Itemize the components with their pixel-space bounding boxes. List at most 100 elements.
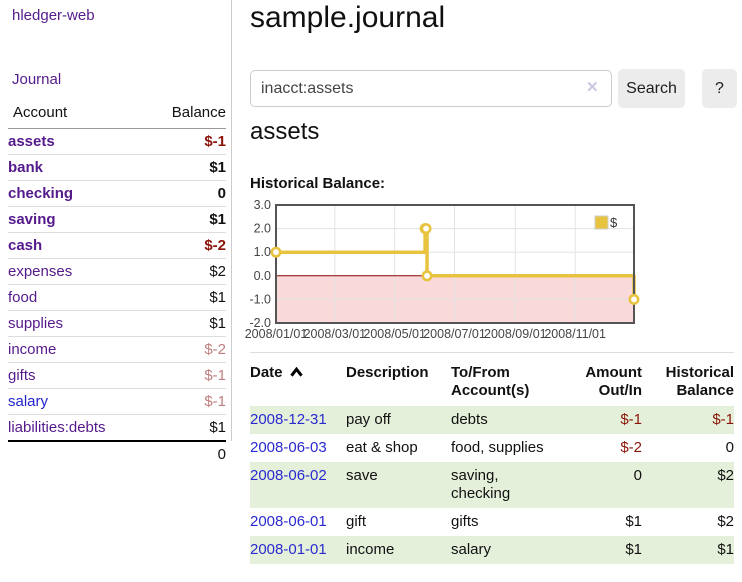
account-link-supplies[interactable]: supplies xyxy=(8,315,64,332)
transaction-accounts: salary xyxy=(451,541,492,558)
register-row: 2008-12-31 pay off debts $-1 $-1 xyxy=(250,406,734,434)
transaction-balance: $2 xyxy=(717,513,734,530)
account-row: bank $1 xyxy=(8,154,226,181)
account-balance: $1 xyxy=(148,284,226,311)
account-balance: $2 xyxy=(148,258,226,285)
transaction-balance: $2 xyxy=(717,467,734,484)
account-row: supplies $1 xyxy=(8,310,226,337)
transaction-accounts: debts xyxy=(451,411,488,428)
account-link-income[interactable]: income xyxy=(8,341,57,358)
svg-text:2008/11/01: 2008/11/01 xyxy=(544,327,606,341)
account-balance: $1 xyxy=(148,206,226,233)
chart-title: Historical Balance: xyxy=(250,175,386,192)
transaction-description: save xyxy=(346,467,378,484)
accounts-total-row: 0 xyxy=(8,440,226,467)
app-brand-link[interactable]: hledger-web xyxy=(12,7,95,24)
transaction-description: gift xyxy=(346,513,367,530)
svg-text:2.0: 2.0 xyxy=(254,222,271,236)
account-link-liabilities-debts[interactable]: liabilities:debts xyxy=(8,419,106,436)
col-header-accounts: To/From Account(s) xyxy=(451,364,530,399)
help-button[interactable]: ? xyxy=(702,69,737,108)
register-row: 2008-06-03 eat & shop food, supplies $-2… xyxy=(250,434,734,462)
account-heading: assets xyxy=(250,118,320,145)
account-link-checking[interactable]: checking xyxy=(8,185,74,202)
col-header-amount: Amount Out/In xyxy=(585,364,642,399)
account-balance: $-2 xyxy=(148,232,226,259)
sort-ascending-icon xyxy=(289,366,303,377)
transaction-date-link[interactable]: 2008-01-01 xyxy=(250,541,327,558)
register-header-row: Date Description To/From Account(s) Amou… xyxy=(250,353,734,407)
svg-text:0.0: 0.0 xyxy=(254,269,271,283)
account-balance: $1 xyxy=(148,414,226,442)
account-link-food[interactable]: food xyxy=(8,289,38,306)
transaction-date-link[interactable]: 2008-06-01 xyxy=(250,513,327,530)
svg-text:$: $ xyxy=(610,215,618,230)
account-row: cash $-2 xyxy=(8,232,226,259)
account-row: checking 0 xyxy=(8,180,226,207)
main-content: sample.journal ✕ Search ? assets Histori… xyxy=(245,0,742,582)
account-link-salary[interactable]: salary xyxy=(8,393,49,410)
svg-text:-1.0: -1.0 xyxy=(249,292,271,306)
accounts-balance-table: Account Balance assets $-1 bank $1 checkin… xyxy=(8,101,226,467)
account-link-cash[interactable]: cash xyxy=(8,237,43,254)
account-row: expenses $2 xyxy=(8,258,226,285)
account-link-gifts[interactable]: gifts xyxy=(8,367,36,384)
register-row: 2008-06-01 gift gifts $1 $2 xyxy=(250,508,734,536)
transaction-balance: $-1 xyxy=(712,411,734,428)
search-form: ✕ Search ? xyxy=(250,69,742,109)
account-link-bank[interactable]: bank xyxy=(8,159,44,176)
account-row: liabilities:debts $1 xyxy=(8,414,226,442)
transaction-date-link[interactable]: 2008-12-31 xyxy=(250,411,327,428)
account-balance: 0 xyxy=(148,180,226,207)
account-balance: $-2 xyxy=(148,336,226,363)
svg-text:2008/09/01: 2008/09/01 xyxy=(484,327,547,341)
register-row: 2008-01-01 income salary $1 $1 xyxy=(250,536,734,564)
account-balance: $-1 xyxy=(148,362,226,389)
account-row: assets $-1 xyxy=(8,128,226,155)
account-link-expenses[interactable]: expenses xyxy=(8,263,73,280)
account-row: saving $1 xyxy=(8,206,226,233)
transaction-accounts: food, supplies xyxy=(451,439,544,456)
transaction-balance: 0 xyxy=(725,439,734,456)
account-link-saving[interactable]: saving xyxy=(8,211,56,228)
search-button[interactable]: Search xyxy=(618,69,685,108)
sidebar: hledger-web Journal Account Balance asse… xyxy=(0,0,232,467)
transaction-description: pay off xyxy=(346,411,391,428)
balance-col-header: Balance xyxy=(148,101,226,129)
transaction-amount: $1 xyxy=(625,541,642,558)
transaction-description: eat & shop xyxy=(346,439,418,456)
transaction-date-link[interactable]: 2008-06-02 xyxy=(250,467,327,484)
svg-text:-2.0: -2.0 xyxy=(249,316,271,330)
historical-balance-chart: 3.0 2.0 1.0 0.0 -1.0 -2.0 2008/01/01 2008/03/01… xyxy=(240,198,650,350)
account-balance: $1 xyxy=(148,154,226,181)
col-header-balance: Historical Balance xyxy=(665,364,734,399)
col-header-description: Description xyxy=(346,364,429,381)
page-title: sample.journal xyxy=(250,1,446,34)
account-balance: $-1 xyxy=(148,388,226,415)
account-row: salary $-1 xyxy=(8,388,226,415)
balance-chart-svg: 3.0 2.0 1.0 0.0 -1.0 -2.02008/01/012008/03/01… xyxy=(245,198,640,341)
account-row: gifts $-1 xyxy=(8,362,226,389)
svg-text:2008/03/01: 2008/03/01 xyxy=(304,327,367,341)
transaction-amount: $-2 xyxy=(620,439,642,456)
transaction-description: income xyxy=(346,541,395,558)
col-header-date[interactable]: Date xyxy=(250,353,346,407)
account-link-assets[interactable]: assets xyxy=(8,133,55,150)
clear-search-icon[interactable]: ✕ xyxy=(586,79,599,96)
register-row: 2008-06-02 save saving, checking 0 $2 xyxy=(250,462,734,508)
search-input[interactable] xyxy=(250,70,612,107)
transaction-balance: $1 xyxy=(717,541,734,558)
account-row: income $-2 xyxy=(8,336,226,363)
transaction-amount: $-1 xyxy=(620,411,642,428)
transaction-date-link[interactable]: 2008-06-03 xyxy=(250,439,327,456)
svg-text:2008/05/01: 2008/05/01 xyxy=(363,327,426,341)
accounts-total-value: 0 xyxy=(8,440,226,467)
register-table: Date Description To/From Account(s) Amou… xyxy=(250,352,734,564)
transaction-amount: $1 xyxy=(625,513,642,530)
transaction-accounts: gifts xyxy=(451,513,479,530)
sidebar-item-journal[interactable]: Journal xyxy=(12,71,62,88)
transaction-amount: 0 xyxy=(633,467,642,484)
account-balance: $1 xyxy=(148,310,226,337)
account-row: food $1 xyxy=(8,284,226,311)
svg-text:3.0: 3.0 xyxy=(254,198,271,212)
